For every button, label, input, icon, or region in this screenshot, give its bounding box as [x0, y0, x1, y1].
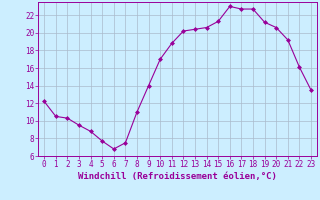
X-axis label: Windchill (Refroidissement éolien,°C): Windchill (Refroidissement éolien,°C): [78, 172, 277, 181]
